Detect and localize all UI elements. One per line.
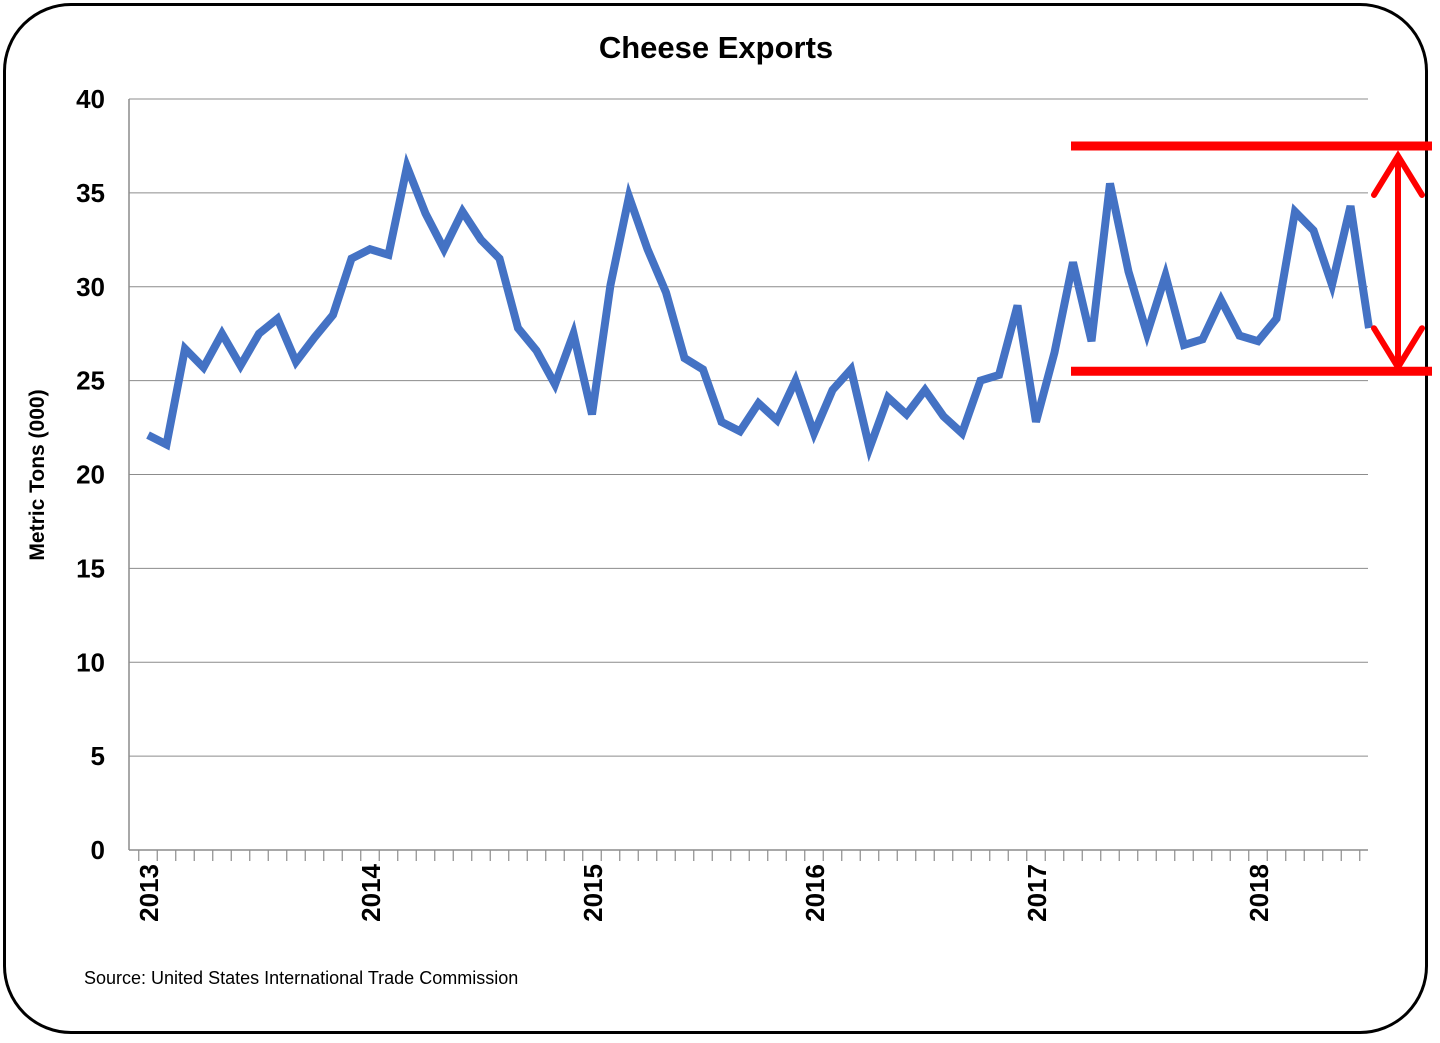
y-tick-label: 10 [76,647,105,677]
chart-frame [3,3,1428,1034]
x-tick-label: 2014 [356,863,386,921]
arrow-head-up [1371,150,1425,198]
chart-title: Cheese Exports [599,30,833,65]
source-note: Source: United States International Trad… [84,968,518,988]
y-tick-labels: 0 5 10 15 20 25 30 35 40 [76,84,105,865]
series-lines [146,152,1373,463]
y-axis-label: Metric Tons (000) [26,389,49,560]
y-tick-label: 5 [91,741,105,771]
y-tick-label: 0 [91,835,105,865]
axes [128,99,1368,861]
y-tick-label: 25 [76,366,105,396]
annotations [1071,141,1432,376]
arrow-head-down [1371,325,1425,373]
x-tick-label: 2013 [134,864,164,922]
series-line [146,152,1373,463]
gridlines [129,98,1368,757]
x-tick-label: 2018 [1244,864,1274,922]
x-tick-label: 2015 [578,864,608,922]
y-tick-label: 20 [76,460,105,490]
y-tick-label: 15 [76,553,105,583]
y-tick-label: 30 [76,272,105,302]
x-tick-labels: 2013 2014 2015 2016 2017 2018 [134,863,1274,921]
x-tick-label: 2017 [1022,864,1052,922]
y-tick-label: 40 [76,84,105,114]
y-tick-label: 35 [76,178,105,208]
x-tick-label: 2016 [800,864,830,922]
